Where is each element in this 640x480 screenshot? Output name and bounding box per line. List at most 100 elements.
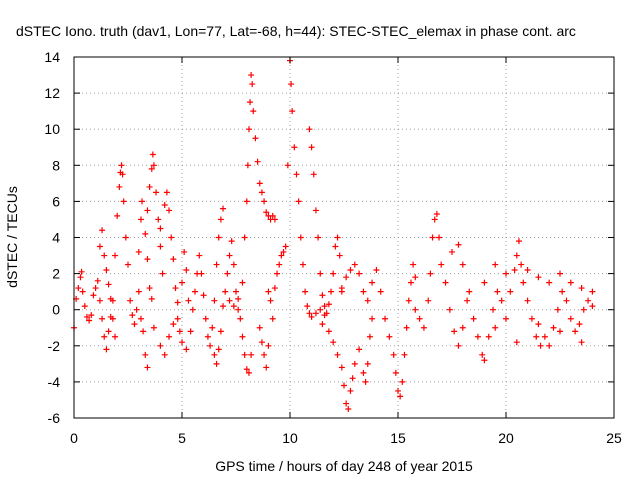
data-point	[507, 288, 514, 295]
y-tick-label: 10	[44, 121, 60, 137]
data-point	[258, 339, 265, 346]
data-point	[174, 299, 181, 306]
data-point	[142, 351, 149, 358]
data-point	[312, 310, 319, 317]
data-point	[198, 270, 205, 277]
data-point	[511, 266, 518, 273]
data-point	[220, 205, 227, 212]
data-point	[245, 369, 252, 376]
data-point	[317, 306, 324, 313]
y-tick-label: 12	[44, 85, 60, 101]
chart-title: dSTEC Iono. truth (dav1, Lon=77, Lat=-68…	[16, 23, 576, 39]
data-point	[166, 207, 173, 214]
data-point	[244, 162, 251, 169]
data-point	[412, 274, 419, 281]
data-point	[518, 261, 525, 268]
y-tick-label: 0	[52, 302, 60, 318]
data-point	[135, 248, 142, 255]
data-point	[269, 212, 276, 219]
x-tick-label: 5	[178, 430, 186, 446]
data-point	[369, 279, 376, 286]
data-point	[96, 243, 103, 250]
data-point	[420, 324, 427, 331]
data-point	[470, 315, 477, 322]
data-point	[312, 207, 319, 214]
y-tick-label: 6	[52, 193, 60, 209]
data-point	[161, 202, 168, 209]
data-point	[204, 333, 211, 340]
data-point	[271, 216, 278, 223]
data-point	[332, 243, 339, 250]
data-point	[226, 252, 233, 259]
data-point	[310, 171, 317, 178]
data-point	[168, 234, 175, 241]
data-point	[261, 198, 268, 205]
data-point	[181, 248, 188, 255]
data-point	[119, 171, 126, 178]
data-point	[114, 212, 121, 219]
data-point	[86, 317, 93, 324]
data-point	[338, 364, 345, 371]
data-point	[254, 158, 261, 165]
x-tick-label: 10	[282, 430, 298, 446]
data-point	[149, 151, 156, 158]
data-point	[321, 303, 328, 310]
y-tick-label: -2	[48, 338, 61, 354]
data-point	[546, 342, 553, 349]
data-point	[498, 297, 505, 304]
data-point	[403, 324, 410, 331]
data-point	[263, 209, 270, 216]
data-point	[362, 378, 369, 385]
data-point	[455, 342, 462, 349]
data-point	[459, 261, 466, 268]
data-point	[79, 288, 86, 295]
y-axis-label: dSTEC / TECUs	[4, 186, 20, 288]
data-point	[330, 339, 337, 346]
data-point	[397, 393, 404, 400]
data-point	[247, 99, 254, 106]
data-point	[213, 261, 220, 268]
data-point	[191, 288, 198, 295]
data-point	[112, 333, 119, 340]
data-point	[163, 189, 170, 196]
data-point	[455, 241, 462, 248]
data-point	[276, 261, 283, 268]
data-point	[399, 378, 406, 385]
data-point	[78, 268, 85, 275]
data-point	[196, 252, 203, 259]
data-point	[83, 313, 90, 320]
data-point	[436, 234, 443, 241]
data-point	[125, 261, 131, 268]
data-point	[209, 324, 216, 331]
data-point	[137, 315, 144, 322]
data-point	[293, 171, 300, 178]
data-point	[319, 321, 326, 328]
data-point	[228, 238, 235, 245]
data-point	[503, 315, 509, 322]
y-tick-label: 14	[44, 49, 60, 65]
data-point	[567, 279, 574, 286]
data-point	[256, 180, 263, 187]
data-point	[94, 277, 101, 284]
data-point	[535, 274, 542, 281]
data-point	[269, 315, 276, 322]
data-point	[185, 297, 192, 304]
data-point	[118, 162, 125, 169]
data-point	[112, 252, 119, 259]
data-point	[116, 183, 123, 190]
data-point	[392, 369, 399, 376]
data-point	[325, 328, 332, 335]
data-point	[235, 306, 242, 313]
data-point	[481, 357, 488, 364]
data-point	[280, 248, 287, 255]
data-point	[533, 333, 540, 340]
data-point	[299, 261, 306, 268]
data-point	[256, 324, 263, 331]
data-point	[334, 351, 341, 358]
data-point	[589, 303, 596, 310]
data-point	[90, 292, 97, 299]
data-point	[155, 216, 162, 223]
data-point	[328, 288, 335, 295]
data-point	[157, 225, 164, 232]
data-point	[341, 382, 347, 389]
